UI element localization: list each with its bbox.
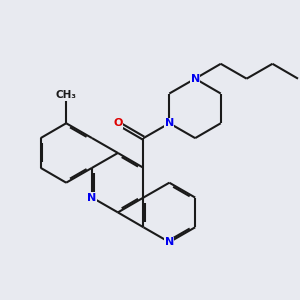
Text: N: N	[87, 193, 97, 202]
Text: N: N	[165, 237, 174, 247]
Text: N: N	[190, 74, 200, 84]
Text: CH₃: CH₃	[56, 90, 77, 100]
Text: N: N	[165, 118, 174, 128]
Text: O: O	[113, 118, 123, 128]
